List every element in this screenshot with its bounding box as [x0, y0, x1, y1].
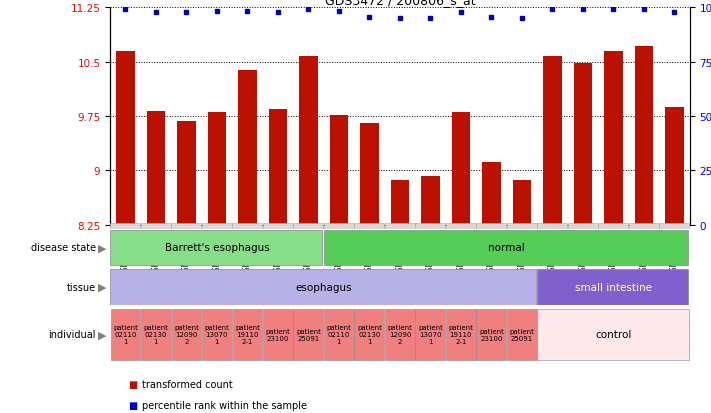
- Bar: [146, 112, 165, 225]
- Bar: [110, 230, 322, 266]
- Text: disease state: disease state: [31, 243, 96, 253]
- Bar: [665, 108, 683, 225]
- Bar: [451, 113, 470, 225]
- Bar: [262, 223, 293, 229]
- Bar: [171, 309, 201, 360]
- Bar: [110, 309, 140, 360]
- Bar: [385, 223, 415, 229]
- Bar: [360, 124, 378, 225]
- Bar: [476, 309, 506, 360]
- Text: control: control: [595, 330, 631, 339]
- Bar: [598, 223, 628, 229]
- Bar: [293, 223, 323, 229]
- Text: ■: ■: [128, 400, 137, 410]
- Text: patient
12090
2: patient 12090 2: [387, 325, 412, 344]
- Bar: [422, 177, 439, 225]
- Bar: [171, 223, 201, 229]
- Bar: [141, 223, 171, 229]
- Text: patient
02130
1: patient 02130 1: [144, 325, 169, 344]
- Bar: [232, 223, 262, 229]
- Bar: [177, 122, 196, 225]
- Bar: [629, 223, 658, 229]
- Text: esophagus: esophagus: [295, 282, 352, 292]
- Bar: [238, 71, 257, 225]
- Text: patient
23100: patient 23100: [479, 328, 504, 341]
- Bar: [299, 57, 318, 225]
- Text: individual: individual: [48, 330, 96, 339]
- Text: tissue: tissue: [67, 282, 96, 292]
- Text: patient
12090
2: patient 12090 2: [174, 325, 199, 344]
- Text: small intestine: small intestine: [575, 282, 652, 292]
- Text: patient
23100: patient 23100: [265, 328, 290, 341]
- Text: patient
25091: patient 25091: [510, 328, 535, 341]
- Text: Barrett's esophagus: Barrett's esophagus: [164, 243, 269, 253]
- Text: patient
19110
2-1: patient 19110 2-1: [235, 325, 260, 344]
- Bar: [567, 223, 597, 229]
- Bar: [415, 309, 445, 360]
- Bar: [263, 309, 293, 360]
- Text: ■: ■: [128, 379, 137, 389]
- Text: patient
02110
1: patient 02110 1: [326, 325, 351, 344]
- Title: GDS3472 / 200806_s_at: GDS3472 / 200806_s_at: [325, 0, 475, 7]
- Text: ▶: ▶: [98, 330, 107, 339]
- Bar: [269, 110, 287, 225]
- Bar: [294, 309, 324, 360]
- Text: percentile rank within the sample: percentile rank within the sample: [142, 400, 307, 410]
- Text: ▶: ▶: [98, 282, 107, 292]
- Bar: [574, 64, 592, 225]
- Bar: [476, 223, 506, 229]
- Bar: [330, 115, 348, 225]
- Text: patient
25091: patient 25091: [296, 328, 321, 341]
- Text: ▶: ▶: [98, 243, 107, 253]
- Bar: [355, 309, 385, 360]
- Bar: [354, 223, 384, 229]
- Text: patient
02130
1: patient 02130 1: [357, 325, 382, 344]
- Text: normal: normal: [488, 243, 525, 253]
- Bar: [208, 113, 226, 225]
- Bar: [604, 52, 623, 225]
- Bar: [543, 57, 562, 225]
- Bar: [635, 47, 653, 225]
- Bar: [232, 309, 262, 360]
- Bar: [141, 309, 171, 360]
- Bar: [482, 162, 501, 225]
- Bar: [415, 223, 445, 229]
- Bar: [446, 309, 476, 360]
- Bar: [324, 223, 353, 229]
- Bar: [538, 269, 688, 305]
- Bar: [385, 309, 415, 360]
- Text: patient
13070
1: patient 13070 1: [205, 325, 230, 344]
- Bar: [324, 309, 354, 360]
- Bar: [324, 230, 688, 266]
- Bar: [513, 180, 531, 225]
- Bar: [507, 223, 537, 229]
- Bar: [117, 52, 134, 225]
- Bar: [202, 223, 232, 229]
- Text: transformed count: transformed count: [142, 379, 233, 389]
- Text: patient
13070
1: patient 13070 1: [418, 325, 443, 344]
- Bar: [507, 309, 537, 360]
- Bar: [391, 180, 409, 225]
- Bar: [538, 309, 690, 360]
- Bar: [446, 223, 476, 229]
- Bar: [538, 223, 567, 229]
- Bar: [659, 223, 689, 229]
- Bar: [110, 269, 535, 305]
- Bar: [110, 223, 140, 229]
- Text: patient
02110
1: patient 02110 1: [113, 325, 138, 344]
- Text: patient
19110
2-1: patient 19110 2-1: [449, 325, 474, 344]
- Bar: [202, 309, 232, 360]
